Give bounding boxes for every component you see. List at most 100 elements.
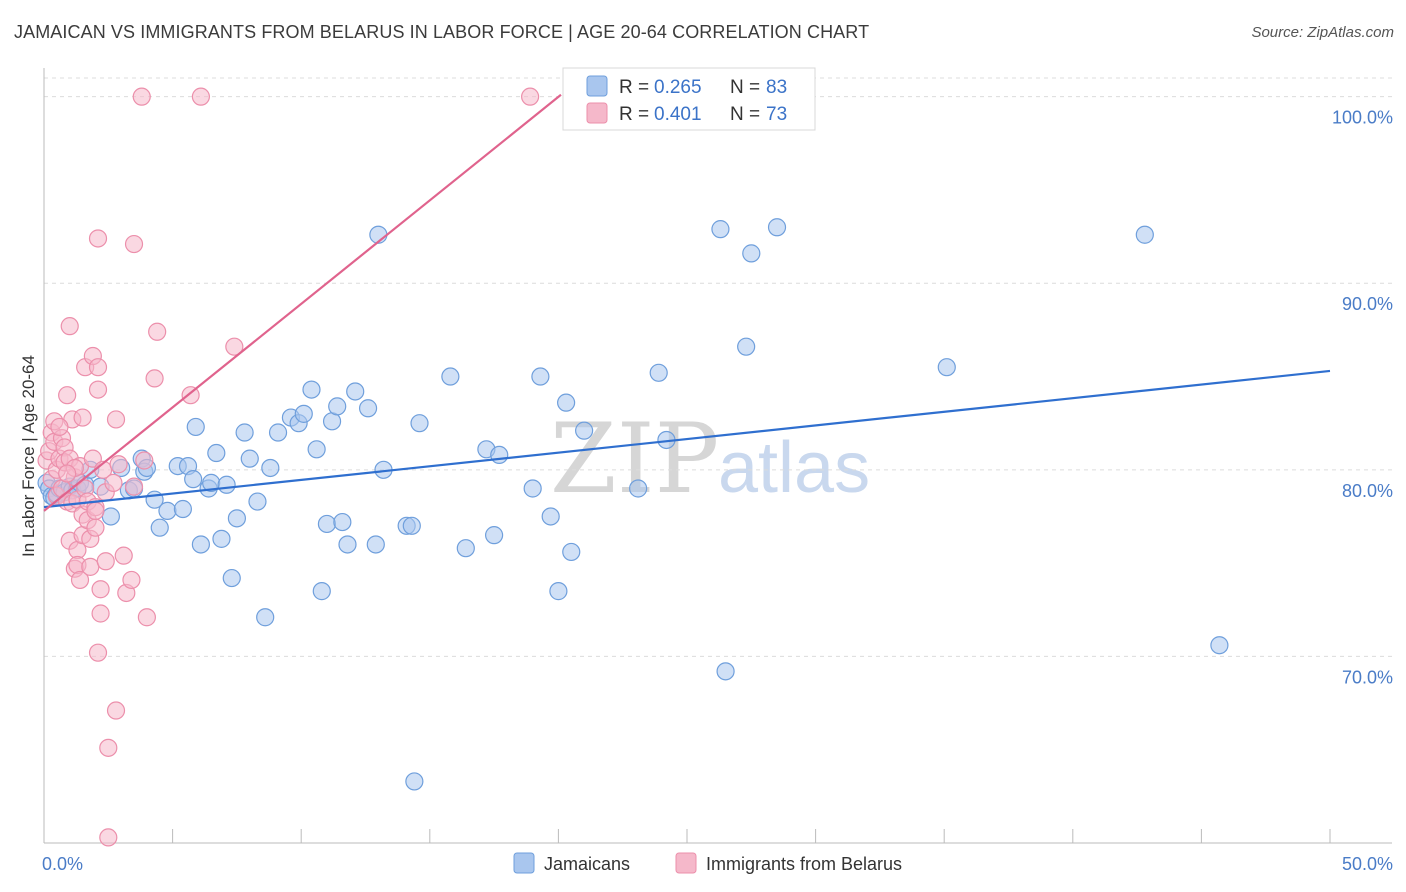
jamaicans-point-60: [402, 516, 421, 535]
legend: R = 0.265 N = 83 R = 0.401 N = 73: [562, 67, 816, 131]
belarus-point-51: [99, 828, 118, 847]
belarus-point-37: [83, 449, 102, 468]
legend-r-label-jamaicans: R =: [619, 77, 649, 98]
bottom-legend: Jamaicans Immigrants from Belarus: [513, 852, 902, 874]
belarus-point-61: [132, 87, 151, 106]
jamaicans-point-40: [256, 608, 275, 627]
watermark-zip: ZIP: [550, 403, 719, 515]
bottom-legend-swatch-jamaicans: [513, 852, 535, 874]
jamaicans-point-35: [222, 568, 241, 588]
belarus-point-50: [99, 738, 118, 757]
belarus-point-62: [135, 451, 154, 470]
jamaicans-point-47: [307, 440, 326, 459]
jamaicans-point-45: [294, 404, 313, 423]
jamaicans-point-74: [629, 479, 648, 498]
jamaicans-point-65: [485, 526, 504, 545]
belarus-point-42: [88, 380, 108, 399]
belarus-point-26: [70, 570, 90, 590]
jamaicans-point-48: [312, 582, 331, 601]
legend-n-label-belarus: N =: [730, 104, 760, 125]
y-tick-label-100: 100.0%: [1332, 108, 1393, 128]
jamaicans-point-53: [338, 535, 357, 554]
legend-n-value-belarus: 73: [766, 104, 787, 125]
series-belarus: [37, 87, 540, 847]
belarus-point-48: [96, 552, 115, 571]
legend-r-value-jamaicans: 0.265: [654, 77, 702, 98]
jamaicans-point-54: [346, 382, 365, 401]
jamaicans-point-69: [541, 507, 560, 526]
y-tick-labels: 70.0% 80.0% 90.0% 100.0%: [1332, 108, 1393, 688]
watermark-atlas: atlas: [718, 428, 870, 508]
x-tick-label-min: 0.0%: [42, 854, 83, 874]
jamaicans-point-70: [549, 582, 568, 601]
chart-title: JAMAICAN VS IMMIGRANTS FROM BELARUS IN L…: [14, 22, 870, 42]
jamaicans-point-63: [456, 539, 475, 558]
y-axis-label: In Labor Force | Age 20-64: [19, 355, 38, 557]
jamaicans-point-41: [261, 458, 280, 478]
jamaicans-point-38: [240, 449, 259, 468]
jamaicans-point-67: [523, 479, 542, 498]
jamaicans-point-77: [711, 220, 730, 239]
belarus-point-55: [109, 455, 128, 474]
grid-lines: [44, 77, 1392, 657]
jamaicans-point-81: [767, 218, 787, 237]
belarus-point-68: [225, 337, 244, 356]
jamaicans-point-72: [562, 542, 581, 562]
jamaicans-point-82: [937, 358, 956, 377]
jamaicans-point-37: [235, 423, 254, 442]
source-label: Source: ZipAtlas.com: [1251, 24, 1394, 41]
jamaicans-point-23: [158, 501, 177, 520]
trend-lines: [43, 93, 1331, 512]
bottom-legend-swatch-belarus: [675, 852, 697, 874]
jamaicans-point-55: [358, 399, 378, 418]
jamaicans-point-52: [333, 512, 352, 532]
belarus-point-65: [148, 322, 167, 341]
legend-swatch-jamaicans: [586, 75, 608, 97]
jamaicans-point-61: [410, 414, 429, 433]
legend-n-value-jamaicans: 83: [766, 77, 787, 98]
y-tick-label-90: 90.0%: [1342, 294, 1393, 314]
belarus-point-64: [145, 369, 164, 388]
x-ticks: [43, 829, 1331, 843]
belarus-point-67: [191, 87, 210, 106]
y-tick-label-80: 80.0%: [1342, 481, 1393, 501]
x-tick-label-max: 50.0%: [1342, 854, 1393, 874]
bottom-legend-label-belarus: Immigrants from Belarus: [706, 854, 902, 874]
jamaicans-point-42: [268, 423, 288, 442]
trend-line-belarus: [43, 93, 562, 512]
jamaicans-point-73: [575, 421, 594, 440]
belarus-point-54: [106, 410, 126, 429]
belarus-point-70: [50, 417, 69, 437]
trend-line-jamaicans: [43, 369, 1331, 509]
jamaicans-point-80: [742, 244, 761, 263]
jamaicans-point-14: [101, 507, 120, 526]
legend-r-value-belarus: 0.401: [654, 104, 702, 125]
belarus-point-45: [91, 580, 110, 599]
belarus-point-72: [58, 464, 77, 483]
jamaicans-point-51: [328, 397, 347, 416]
jamaicans-point-75: [649, 363, 668, 382]
jamaicans-point-85: [405, 772, 424, 791]
jamaicans-point-56: [366, 535, 385, 554]
belarus-point-53: [106, 701, 126, 720]
belarus-point-13: [58, 386, 77, 405]
jamaicans-point-62: [441, 367, 460, 386]
jamaicans-point-34: [217, 475, 236, 494]
jamaicans-point-68: [531, 367, 550, 386]
legend-n-label-jamaicans: N =: [730, 77, 760, 98]
legend-swatch-belarus: [586, 102, 608, 124]
jamaicans-point-33: [212, 529, 231, 548]
jamaicans-point-83: [1135, 225, 1154, 244]
bottom-legend-label-jamaicans: Jamaicans: [544, 854, 630, 874]
belarus-point-63: [137, 608, 156, 627]
jamaicans-point-84: [1210, 636, 1229, 655]
jamaicans-point-79: [737, 337, 756, 356]
belarus-point-69: [521, 87, 540, 106]
belarus-point-52: [104, 473, 123, 492]
jamaicans-point-78: [716, 662, 735, 681]
belarus-point-35: [81, 557, 100, 576]
legend-r-label-belarus: R =: [619, 104, 649, 125]
belarus-point-46: [91, 604, 110, 623]
jamaicans-point-36: [227, 509, 246, 528]
